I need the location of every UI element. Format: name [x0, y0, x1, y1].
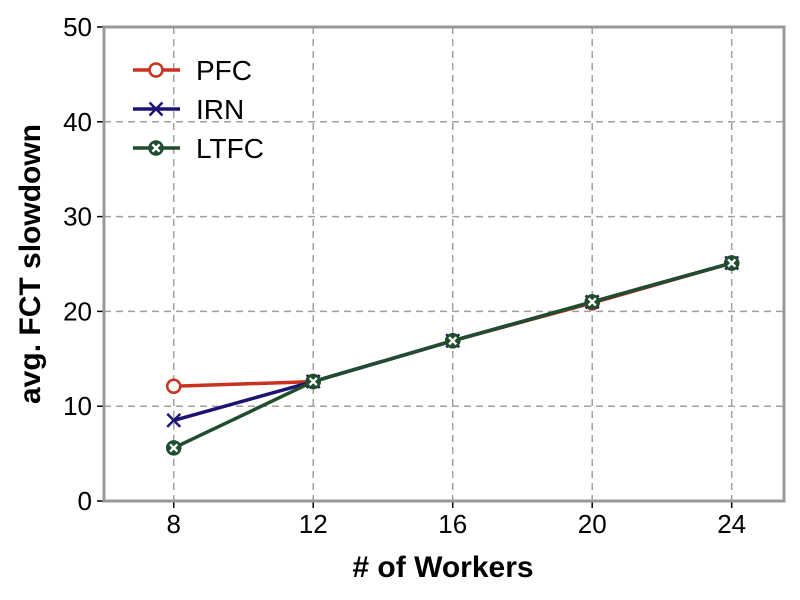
legend-item-ltfc: LTFC: [133, 133, 264, 164]
data-point-pfc: [165, 378, 182, 395]
marker-stroke: [151, 143, 161, 153]
y-tick-label: 30: [63, 202, 92, 232]
marker-stroke: [727, 258, 737, 268]
marker-stroke: [308, 377, 318, 387]
grid: [97, 26, 784, 508]
legend-marker-pfc: [148, 62, 164, 78]
x-tick-label: 8: [167, 509, 181, 539]
legend-label-pfc: PFC: [196, 55, 252, 86]
x-tick-label: 24: [717, 509, 746, 539]
x-tick-label: 20: [578, 509, 607, 539]
legend-marker-irn: [148, 101, 164, 117]
data-point-ltfc: [723, 255, 740, 271]
x-tick-label: 12: [299, 509, 328, 539]
data-point-ltfc: [444, 333, 461, 349]
marker-stroke: [587, 297, 597, 307]
legend-label-ltfc: LTFC: [196, 133, 264, 164]
y-tick-label: 50: [63, 12, 92, 42]
data-point-irn: [166, 413, 182, 428]
legend-marker-ltfc: [148, 140, 164, 156]
marker-stroke: [169, 443, 179, 453]
marker-stroke: [448, 336, 458, 346]
y-tick-labels: 0 10 20 30 40 50: [63, 12, 92, 516]
plot-frame: [102, 25, 786, 503]
data-point-ltfc: [305, 373, 321, 390]
y-tick-label: 40: [63, 107, 92, 137]
legend-item-irn: IRN: [133, 94, 244, 125]
y-tick-label: 20: [63, 296, 92, 326]
x-tick-labels: 8 12 16 20 24: [167, 509, 747, 539]
data-point-ltfc: [165, 440, 182, 456]
x-tick-label: 16: [438, 509, 467, 539]
y-tick-label: 10: [63, 391, 92, 421]
series-markers: [165, 255, 740, 456]
legend: PFC IRN LTFC: [133, 55, 264, 164]
marker-stroke: [148, 101, 164, 117]
marker-circle: [165, 378, 182, 395]
legend-item-pfc: PFC: [133, 55, 252, 86]
marker-circle: [148, 62, 164, 78]
data-point-ltfc: [584, 294, 600, 310]
legend-label-irn: IRN: [196, 94, 244, 125]
y-axis-title: avg. FCT slowdown: [14, 124, 47, 404]
x-axis-title: # of Workers: [352, 551, 533, 584]
y-tick-label: 0: [78, 486, 92, 516]
marker-stroke: [166, 413, 182, 428]
